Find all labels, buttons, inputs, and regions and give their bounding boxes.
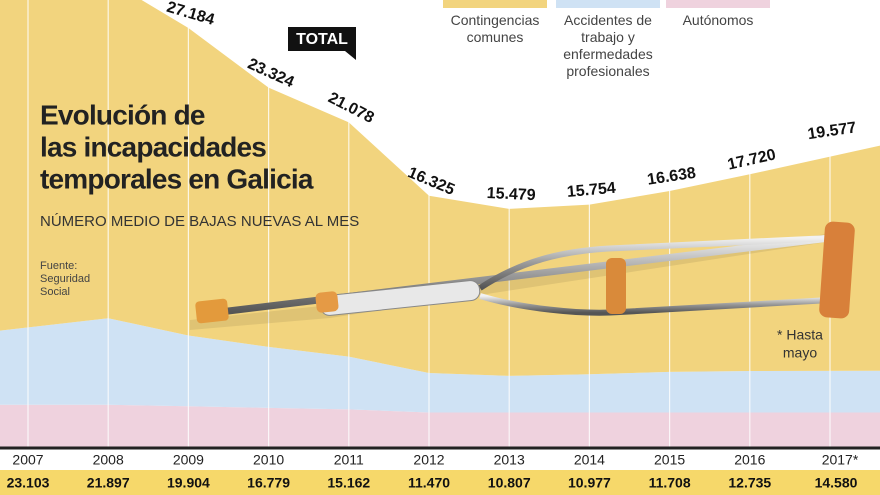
value-label: 11.470 xyxy=(408,475,450,491)
value-label: 14.580 xyxy=(815,475,858,491)
x-tick-label: 2009 xyxy=(173,452,204,468)
value-label: 21.897 xyxy=(87,475,130,491)
legend-swatch xyxy=(443,0,547,8)
legend-label: Autónomos xyxy=(682,12,754,28)
note-line: mayo xyxy=(783,345,817,361)
total-label: 15.754 xyxy=(566,180,616,201)
title-line: Evolución de xyxy=(40,99,205,130)
x-tick-label: 2013 xyxy=(494,452,525,468)
total-label: 19.577 xyxy=(807,119,858,143)
value-label: 23.103 xyxy=(7,475,50,491)
x-tick-label: 2007 xyxy=(12,452,43,468)
crutch xyxy=(190,221,855,330)
value-label: 19.904 xyxy=(167,475,210,491)
value-label: 10.807 xyxy=(488,475,531,491)
area xyxy=(0,404,880,448)
x-tick-label: 2012 xyxy=(413,452,444,468)
x-tick-label: 2014 xyxy=(574,452,605,468)
area xyxy=(0,0,880,376)
legend-item: Contingencias comunes xyxy=(435,0,555,46)
value-label: 10.977 xyxy=(568,475,611,491)
total-label: 17.720 xyxy=(726,146,778,173)
total-tag: TOTAL xyxy=(288,27,356,60)
total-label: 16.638 xyxy=(646,165,697,189)
legend-label: Contingencias comunes xyxy=(450,12,540,45)
x-tick-label: 2010 xyxy=(253,452,284,468)
area xyxy=(0,318,880,413)
value-label: 12.735 xyxy=(728,475,771,491)
title-line: temporales en Galicia xyxy=(40,163,314,194)
source-line: Seguridad xyxy=(40,273,90,285)
x-tick-label: 2015 xyxy=(654,452,685,468)
note-line: * Hasta xyxy=(777,327,823,343)
value-label: 15.162 xyxy=(327,475,370,491)
total-tag-label: TOTAL xyxy=(296,31,348,48)
x-tick-label: 2016 xyxy=(734,452,765,468)
legend-swatch xyxy=(556,0,660,8)
source-line: Fuente: xyxy=(40,260,77,272)
subtitle: NÚMERO MEDIO DE BAJAS NUEVAS AL MES xyxy=(40,213,359,230)
x-tick-label: 2011 xyxy=(334,452,364,468)
legend-label: Accidentes de trabajo y enfermedades pro… xyxy=(563,12,653,79)
total-label: 15.479 xyxy=(486,185,536,204)
legend-swatch xyxy=(666,0,770,8)
legend-item: Autónomos xyxy=(658,0,778,29)
source-line: Social xyxy=(40,286,70,298)
title-line: las incapacidades xyxy=(40,131,266,162)
value-strip xyxy=(0,470,880,495)
legend-item: Accidentes de trabajo y enfermedades pro… xyxy=(548,0,668,80)
x-tick-label: 2017* xyxy=(822,452,859,468)
x-tick-label: 2008 xyxy=(93,452,124,468)
value-label: 11.708 xyxy=(649,475,691,491)
value-label: 16.779 xyxy=(247,475,290,491)
